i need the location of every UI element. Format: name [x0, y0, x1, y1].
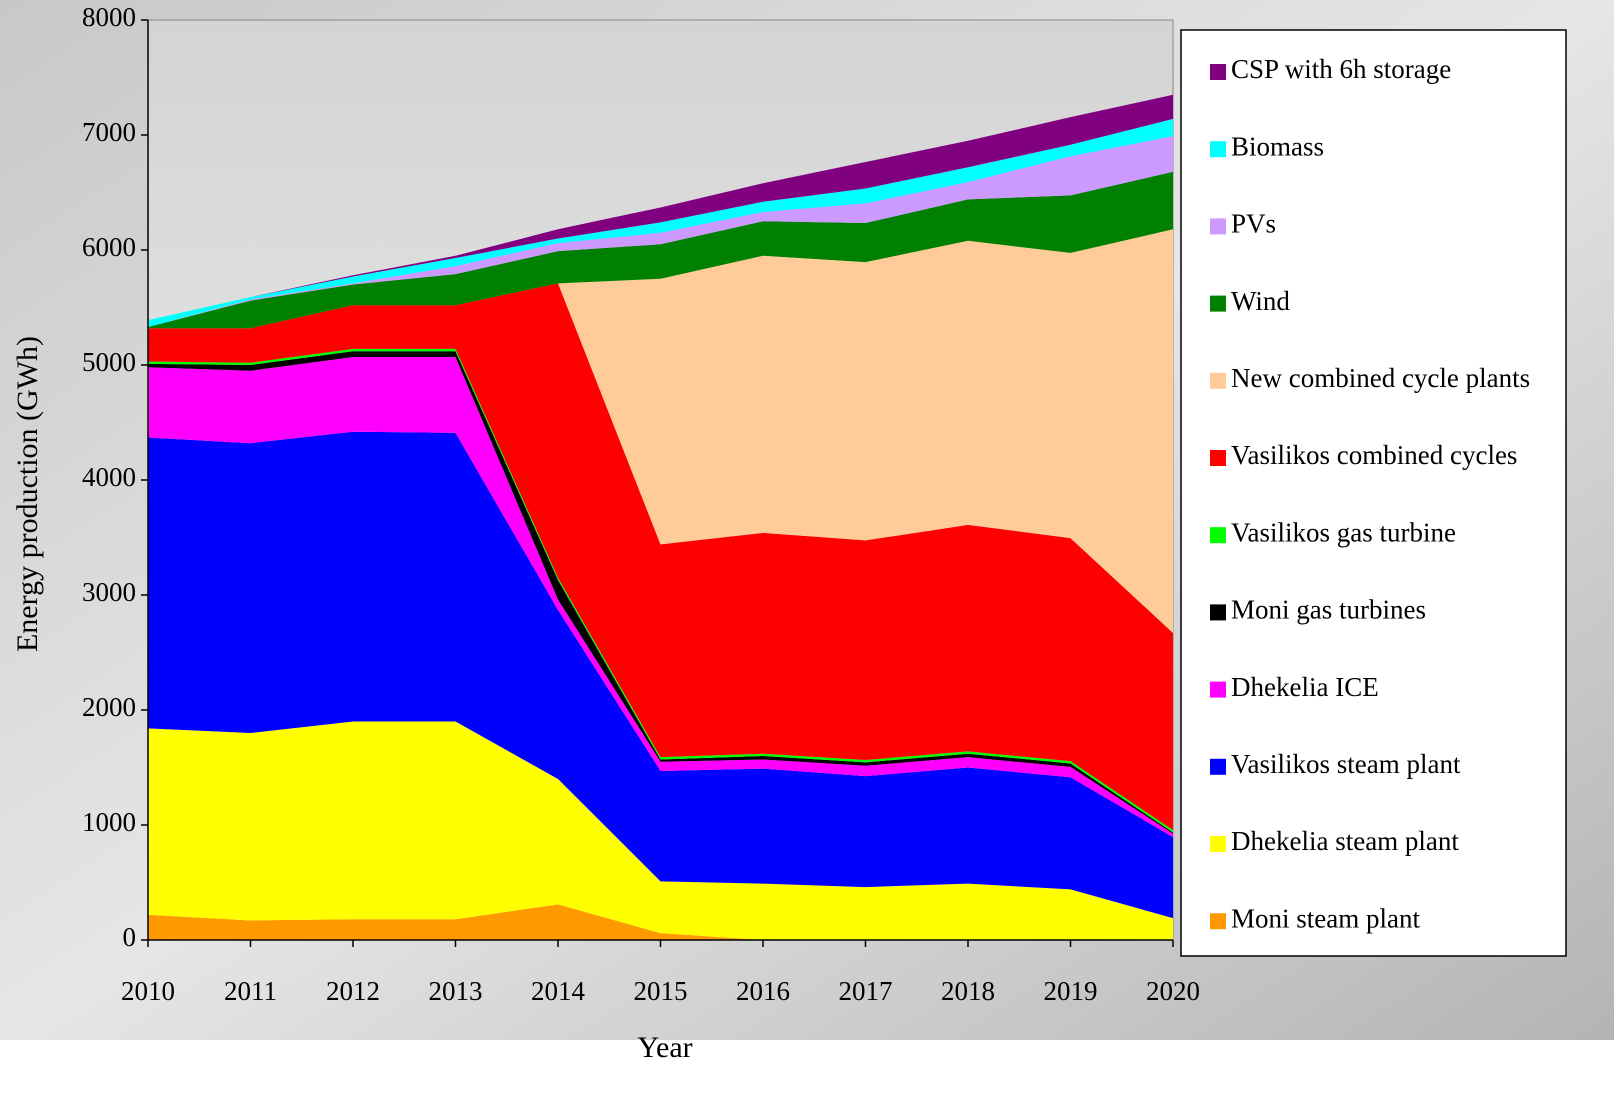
legend-label: Biomass — [1231, 131, 1324, 161]
x-axis-title: Year — [637, 1031, 692, 1064]
y-tick-label: 7000 — [82, 117, 136, 147]
x-tick-label: 2011 — [224, 976, 277, 1006]
legend-label: Moni steam plant — [1231, 903, 1420, 933]
legend-label: Dhekelia steam plant — [1231, 826, 1459, 856]
legend-label: CSP with 6h storage — [1231, 54, 1451, 84]
legend-swatch — [1210, 836, 1226, 852]
legend-swatch — [1210, 296, 1226, 312]
x-tick-label: 2014 — [531, 976, 586, 1006]
y-tick-label: 1000 — [82, 807, 136, 837]
legend-label: Vasilikos gas turbine — [1231, 517, 1456, 547]
legend-label: New combined cycle plants — [1231, 363, 1530, 393]
legend-swatch — [1210, 604, 1226, 620]
y-tick-label: 3000 — [82, 577, 136, 607]
legend-swatch — [1210, 141, 1226, 157]
y-tick-label: 6000 — [82, 232, 136, 262]
legend-swatch — [1210, 450, 1226, 466]
y-tick-label: 5000 — [82, 347, 136, 377]
legend-label: Wind — [1231, 286, 1290, 316]
legend-swatch — [1210, 759, 1226, 775]
x-tick-label: 2017 — [839, 976, 893, 1006]
legend-label: Vasilikos steam plant — [1231, 749, 1461, 779]
legend-swatch — [1210, 527, 1226, 543]
legend-swatch — [1210, 64, 1226, 80]
legend-label: Dhekelia ICE — [1231, 672, 1379, 702]
legend-swatch — [1210, 373, 1226, 389]
y-axis-title: Energy production (GWh) — [11, 336, 44, 652]
legend-swatch — [1210, 913, 1226, 929]
legend — [1181, 30, 1566, 956]
x-tick-label: 2015 — [634, 976, 688, 1006]
legend-swatch — [1210, 682, 1226, 698]
legend-label: PVs — [1231, 209, 1276, 239]
x-tick-label: 2016 — [736, 976, 790, 1006]
legend-label: Moni gas turbines — [1231, 595, 1426, 625]
y-tick-label: 4000 — [82, 462, 136, 492]
x-tick-label: 2010 — [121, 976, 175, 1006]
x-tick-label: 2013 — [429, 976, 483, 1006]
x-tick-label: 2019 — [1044, 976, 1098, 1006]
x-tick-label: 2020 — [1146, 976, 1200, 1006]
legend-label: Vasilikos combined cycles — [1231, 440, 1517, 470]
x-tick-label: 2018 — [941, 976, 995, 1006]
y-tick-label: 2000 — [82, 692, 136, 722]
legend-swatch — [1210, 218, 1226, 234]
x-tick-label: 2012 — [326, 976, 380, 1006]
y-tick-label: 0 — [123, 922, 137, 952]
y-tick-label: 8000 — [82, 2, 136, 32]
chart: Year Energy production (GWh) 0 1000 2000 30… — [0, 0, 1614, 1096]
